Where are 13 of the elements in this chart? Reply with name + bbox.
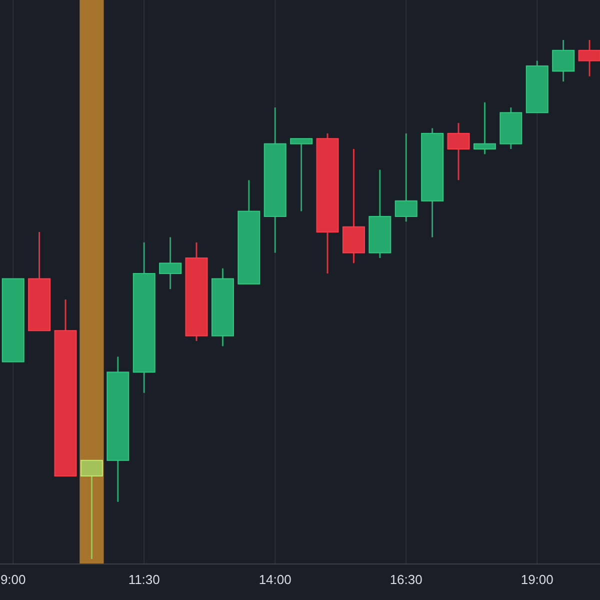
x-tick-label: 9:00 bbox=[0, 572, 26, 587]
candlestick bbox=[290, 138, 313, 212]
candlestick bbox=[552, 39, 575, 82]
x-tick-label: 11:30 bbox=[128, 572, 160, 587]
x-tick-label: 16:30 bbox=[390, 572, 422, 587]
x-tick-label: 14:00 bbox=[258, 572, 292, 587]
candlestick bbox=[447, 122, 470, 181]
candlestick bbox=[578, 39, 600, 78]
candlestick bbox=[80, 460, 103, 560]
candlestick bbox=[159, 236, 182, 290]
x-tick-label: 19:00 bbox=[520, 572, 554, 587]
candlestick bbox=[473, 102, 496, 155]
candlestick bbox=[394, 132, 418, 222]
